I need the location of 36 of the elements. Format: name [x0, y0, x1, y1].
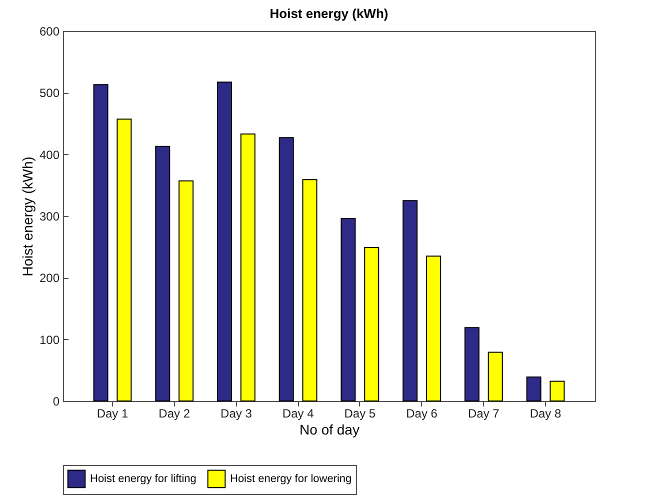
x-tick-label: Day 2 [158, 406, 190, 420]
y-tick-label: 300 [39, 210, 60, 224]
x-tick-label: Day 7 [468, 406, 500, 420]
legend-label: Hoist energy for lifting [90, 472, 196, 485]
bar [240, 133, 256, 402]
y-tick-label: 100 [39, 332, 60, 347]
y-tick-label: 200 [39, 271, 60, 286]
bar [155, 146, 170, 402]
bar [488, 352, 503, 402]
y-tick-label: 500 [39, 86, 60, 100]
bar [340, 218, 356, 402]
bar [550, 380, 565, 402]
bar [93, 84, 108, 402]
bar [116, 118, 132, 402]
bar [178, 180, 194, 402]
bar [402, 200, 418, 402]
chart-title: Hoist energy (kWh) [270, 6, 388, 21]
x-tick-label: Day 5 [344, 406, 376, 420]
x-tick-label: Day 3 [220, 406, 252, 420]
bar [217, 82, 232, 402]
bar [302, 179, 318, 402]
x-tick-label: Day 8 [530, 406, 562, 420]
y-tick-label: 0 [52, 394, 60, 408]
x-tick-label: Day 4 [282, 406, 314, 420]
x-tick-label: Day 1 [96, 406, 128, 420]
bar [464, 327, 480, 402]
x-axis-title: No of day [300, 422, 360, 438]
bar [426, 256, 441, 402]
y-axis-title: Hoist energy (kWh) [19, 156, 36, 276]
bar [364, 246, 380, 402]
bar [278, 137, 294, 402]
y-tick-label: 600 [39, 24, 60, 38]
legend-label: Hoist energy for lowering [230, 472, 352, 485]
y-tick-label: 400 [39, 148, 60, 162]
x-tick-label: Day 6 [406, 406, 438, 420]
bar [526, 376, 542, 402]
